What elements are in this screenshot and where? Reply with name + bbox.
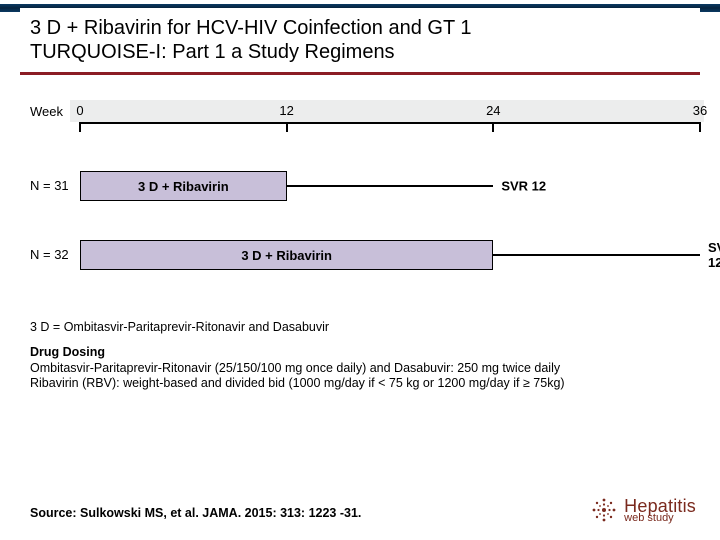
arm-endpoint-label: SVR 12 bbox=[708, 240, 720, 270]
arm-bar: 3 D + Ribavirin bbox=[80, 240, 493, 270]
axis-tick-label: 0 bbox=[76, 103, 83, 118]
arm-n-label: N = 31 bbox=[30, 178, 69, 193]
axis-label: Week bbox=[30, 104, 63, 119]
drug-dosing-title: Drug Dosing bbox=[30, 345, 690, 361]
drug-dosing-line-2: Ribavirin (RBV): weight-based and divide… bbox=[30, 376, 690, 392]
footer-logo: Hepatitis web study bbox=[590, 496, 696, 524]
axis-tick-label: 12 bbox=[279, 103, 293, 118]
hepatitis-logo-icon bbox=[590, 496, 618, 524]
arm-n-label: N = 32 bbox=[30, 247, 69, 262]
axis-line bbox=[80, 122, 700, 124]
title-line-2: TURQUOISE-I: Part 1 a Study Regimens bbox=[30, 40, 690, 64]
axis-background bbox=[70, 100, 704, 122]
title-line-1: 3 D + Ribavirin for HCV-HIV Coinfection … bbox=[30, 16, 690, 40]
title-card: 3 D + Ribavirin for HCV-HIV Coinfection … bbox=[20, 8, 700, 74]
arm-endpoint-label: SVR 12 bbox=[501, 179, 546, 194]
axis-tick bbox=[286, 122, 288, 132]
title-underline bbox=[20, 72, 700, 75]
drug-dosing-line-1: Ombitasvir-Paritaprevir-Ritonavir (25/15… bbox=[30, 361, 690, 377]
footnote-definition: 3 D = Ombitasvir-Paritaprevir-Ritonavir … bbox=[30, 320, 690, 336]
axis-tick-label: 36 bbox=[693, 103, 707, 118]
axis-tick bbox=[79, 122, 81, 132]
axis-tick bbox=[492, 122, 494, 132]
arm-bar: 3 D + Ribavirin bbox=[80, 171, 287, 201]
source-citation: Source: Sulkowski MS, et al. JAMA. 2015:… bbox=[30, 506, 361, 520]
axis-tick bbox=[699, 122, 701, 132]
axis-tick-label: 24 bbox=[486, 103, 500, 118]
arm-followup-line bbox=[493, 254, 700, 256]
arm-followup-line bbox=[287, 185, 494, 187]
